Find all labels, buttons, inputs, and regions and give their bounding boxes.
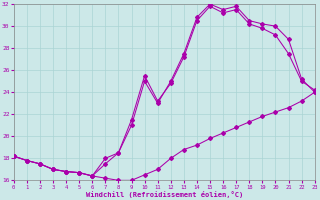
X-axis label: Windchill (Refroidissement éolien,°C): Windchill (Refroidissement éolien,°C) [85,191,243,198]
